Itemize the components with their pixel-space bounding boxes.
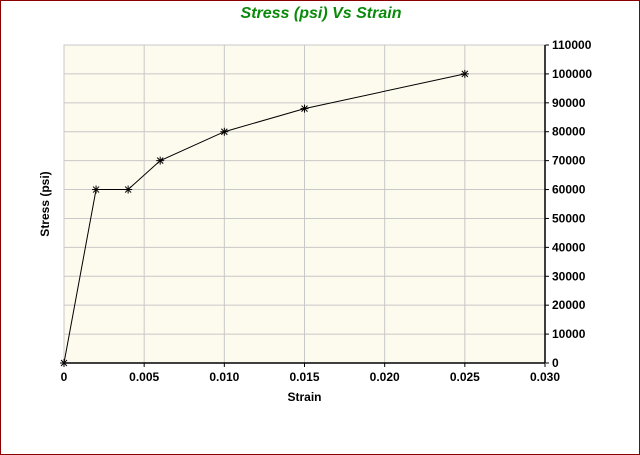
y-tick-label: 50000 (552, 211, 586, 225)
x-axis-label: Strain (287, 390, 321, 404)
chart-title: Stress (psi) Vs Strain (240, 5, 402, 22)
x-tick-labels: 0 0.005 0.010 0.015 0.020 0.025 0.030 (61, 370, 561, 384)
y-tick-label: 100000 (552, 67, 592, 81)
y-tick-label: 0 (552, 356, 559, 370)
data-point-marker (460, 69, 469, 78)
axes (63, 44, 549, 367)
data-point-marker (124, 185, 133, 194)
y-tick-label: 10000 (552, 327, 586, 341)
data-point-marker (60, 359, 68, 367)
y-tick-label: 60000 (552, 183, 586, 197)
y-axis-label: Stress (psi) (38, 171, 52, 236)
x-tick-label: 0.025 (450, 370, 480, 384)
y-tick-label: 40000 (552, 240, 586, 254)
x-tick-label: 0.005 (129, 370, 159, 384)
data-point-marker (156, 156, 165, 165)
x-tick-label: 0.010 (209, 370, 239, 384)
y-tick-label: 80000 (552, 125, 586, 139)
data-point-marker (220, 127, 229, 136)
y-tick-labels: 0 10000 20000 30000 40000 50000 60000 70000 8000… (552, 38, 592, 370)
x-tick-label: 0.030 (530, 370, 560, 384)
x-tick-label: 0.015 (289, 370, 319, 384)
data-point-marker (92, 185, 101, 194)
series-group (60, 69, 469, 367)
y-tick-label: 70000 (552, 154, 586, 168)
x-tick-label: 0 (61, 370, 68, 384)
data-point-marker (300, 104, 309, 113)
grid-lines (64, 45, 545, 363)
x-tick-label: 0.020 (370, 370, 400, 384)
y-tick-label: 20000 (552, 298, 586, 312)
y-tick-label: 30000 (552, 269, 586, 283)
y-tick-label: 90000 (552, 96, 586, 110)
y-tick-label: 110000 (552, 38, 592, 52)
